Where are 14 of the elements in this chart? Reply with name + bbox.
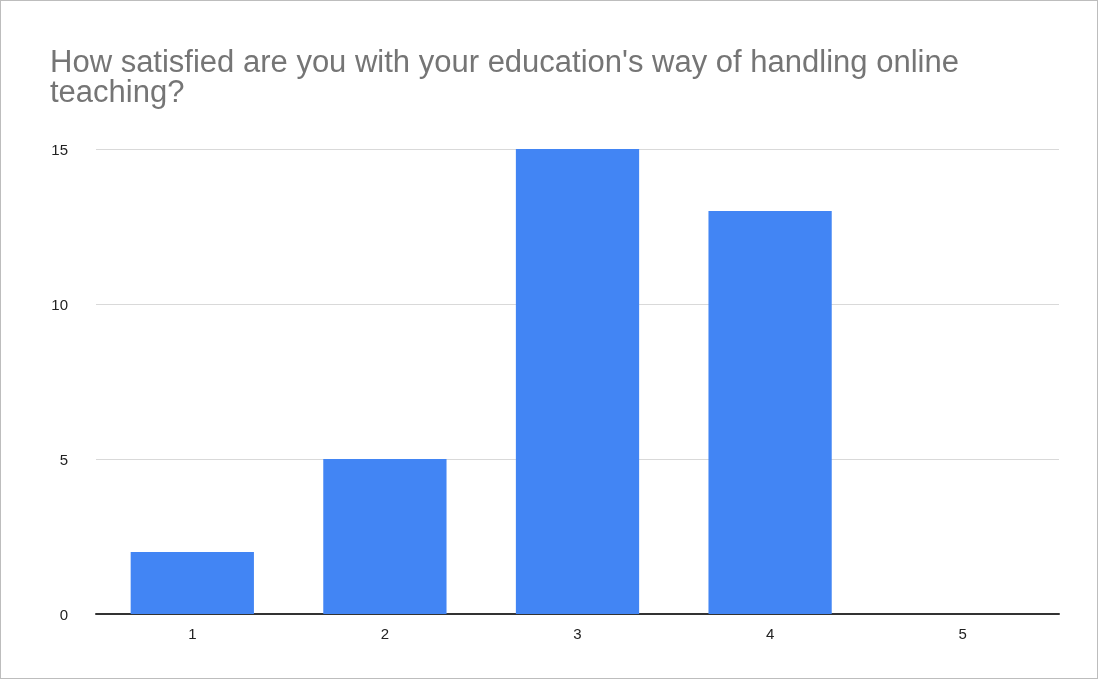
bar (708, 211, 832, 614)
bar (130, 552, 254, 614)
x-tick-label: 1 (188, 625, 197, 642)
y-tick-label: 5 (59, 450, 68, 468)
bar (323, 459, 447, 614)
x-tick-label: 4 (765, 625, 775, 642)
x-tick-label: 3 (573, 625, 582, 642)
x-tick-label: 5 (958, 625, 967, 642)
bar (515, 149, 640, 614)
chart-title: How satisfied are you with your education's way of handling online teaching? (50, 43, 968, 109)
y-tick-label: 15 (51, 140, 68, 158)
y-tick-label: 0 (59, 605, 68, 623)
y-tick-label: 10 (51, 295, 68, 313)
x-tick-label: 2 (380, 625, 390, 642)
